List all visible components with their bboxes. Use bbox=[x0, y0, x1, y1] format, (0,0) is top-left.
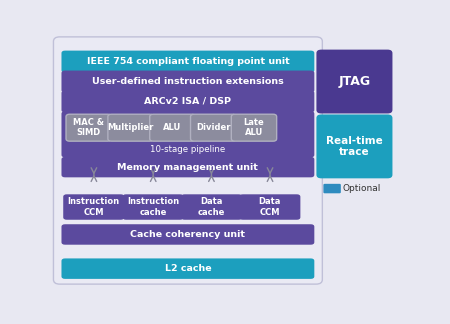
FancyBboxPatch shape bbox=[122, 194, 184, 220]
FancyBboxPatch shape bbox=[231, 114, 277, 141]
FancyBboxPatch shape bbox=[62, 90, 314, 112]
Text: Cache coherency unit: Cache coherency unit bbox=[130, 230, 245, 239]
Text: Instruction
cache: Instruction cache bbox=[127, 197, 179, 217]
FancyBboxPatch shape bbox=[181, 194, 242, 220]
Text: Data
CCM: Data CCM bbox=[259, 197, 281, 217]
FancyBboxPatch shape bbox=[150, 114, 195, 141]
FancyBboxPatch shape bbox=[62, 224, 314, 245]
FancyBboxPatch shape bbox=[316, 50, 392, 113]
Text: Late
ALU: Late ALU bbox=[243, 118, 264, 137]
FancyBboxPatch shape bbox=[62, 71, 314, 93]
Text: Data
cache: Data cache bbox=[198, 197, 225, 217]
FancyBboxPatch shape bbox=[62, 111, 314, 157]
FancyBboxPatch shape bbox=[108, 114, 153, 141]
FancyBboxPatch shape bbox=[62, 51, 314, 73]
Text: Optional: Optional bbox=[342, 184, 381, 193]
Text: 10-stage pipeline: 10-stage pipeline bbox=[150, 145, 225, 154]
Text: User-defined instruction extensions: User-defined instruction extensions bbox=[92, 77, 284, 86]
FancyBboxPatch shape bbox=[190, 114, 236, 141]
Text: IEEE 754 compliant floating point unit: IEEE 754 compliant floating point unit bbox=[86, 57, 289, 66]
FancyBboxPatch shape bbox=[66, 114, 111, 141]
FancyBboxPatch shape bbox=[239, 194, 301, 220]
FancyBboxPatch shape bbox=[62, 259, 314, 279]
Text: Divider: Divider bbox=[196, 123, 230, 132]
Text: Real-time
trace: Real-time trace bbox=[326, 136, 383, 157]
Text: ALU: ALU bbox=[163, 123, 181, 132]
FancyBboxPatch shape bbox=[54, 37, 322, 284]
FancyBboxPatch shape bbox=[324, 184, 341, 193]
Text: Instruction
CCM: Instruction CCM bbox=[68, 197, 120, 217]
FancyBboxPatch shape bbox=[62, 157, 314, 177]
FancyBboxPatch shape bbox=[63, 194, 124, 220]
Text: L2 cache: L2 cache bbox=[165, 264, 211, 273]
Text: MAC &
SIMD: MAC & SIMD bbox=[73, 118, 104, 137]
FancyBboxPatch shape bbox=[316, 114, 392, 178]
Text: Memory management unit: Memory management unit bbox=[117, 163, 258, 172]
Text: JTAG: JTAG bbox=[338, 75, 370, 88]
Text: ARCv2 ISA / DSP: ARCv2 ISA / DSP bbox=[144, 97, 231, 106]
Text: Multiplier: Multiplier bbox=[108, 123, 154, 132]
